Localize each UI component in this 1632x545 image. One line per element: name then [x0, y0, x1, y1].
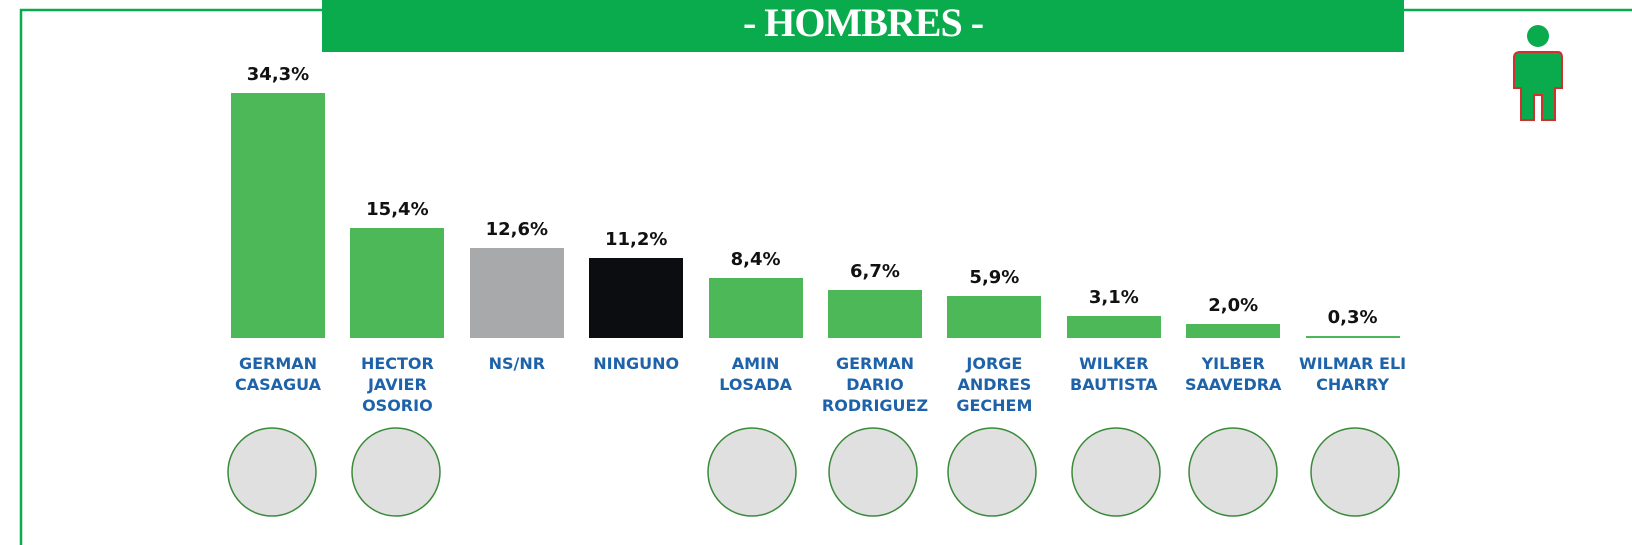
- photos: [227, 427, 1400, 517]
- category-label: AMIN LOSADA: [719, 354, 792, 394]
- value-label: 8,4%: [730, 249, 781, 270]
- category-label: HECTOR JAVIER OSORIO: [360, 354, 434, 415]
- category-label: NINGUNO: [593, 354, 680, 373]
- category-label: WILMAR ELI CHARRY: [1299, 354, 1407, 394]
- bar: [589, 258, 684, 338]
- bar: [947, 295, 1042, 338]
- frame: [19, 8, 1632, 545]
- value-label: 34,3%: [246, 64, 310, 85]
- bar: [1186, 323, 1281, 338]
- value-label: 6,7%: [850, 261, 900, 283]
- value-label: 12,6%: [485, 219, 549, 240]
- chart-title: - HOMBRES -: [322, 0, 1404, 52]
- bar: [828, 290, 922, 338]
- bar: [350, 228, 445, 338]
- bar: [1305, 335, 1400, 338]
- value-label: 15,4%: [366, 199, 429, 220]
- bar: [469, 248, 564, 338]
- value-label: 2,0%: [1208, 294, 1259, 316]
- category-label: WILKER BAUTISTA: [1070, 354, 1158, 394]
- value-label: 3,1%: [1088, 286, 1139, 308]
- category-label: NS/NR: [488, 354, 546, 373]
- category-label: YILBER SAAVEDRA: [1184, 354, 1282, 394]
- category-label: GERMAN DARIO RODRIGUEZ: [821, 354, 929, 415]
- bar: [1066, 315, 1161, 338]
- bar: [231, 93, 325, 338]
- value-label: 0,3%: [1327, 306, 1378, 328]
- bar: [708, 278, 803, 338]
- value-label: 11,2%: [604, 229, 668, 250]
- category-label: GERMAN CASAGUA: [234, 354, 322, 394]
- value-label: 5,9%: [969, 266, 1020, 288]
- category-label: JORGE ANDRES GECHEM: [956, 354, 1033, 415]
- person-icon: [1513, 25, 1563, 121]
